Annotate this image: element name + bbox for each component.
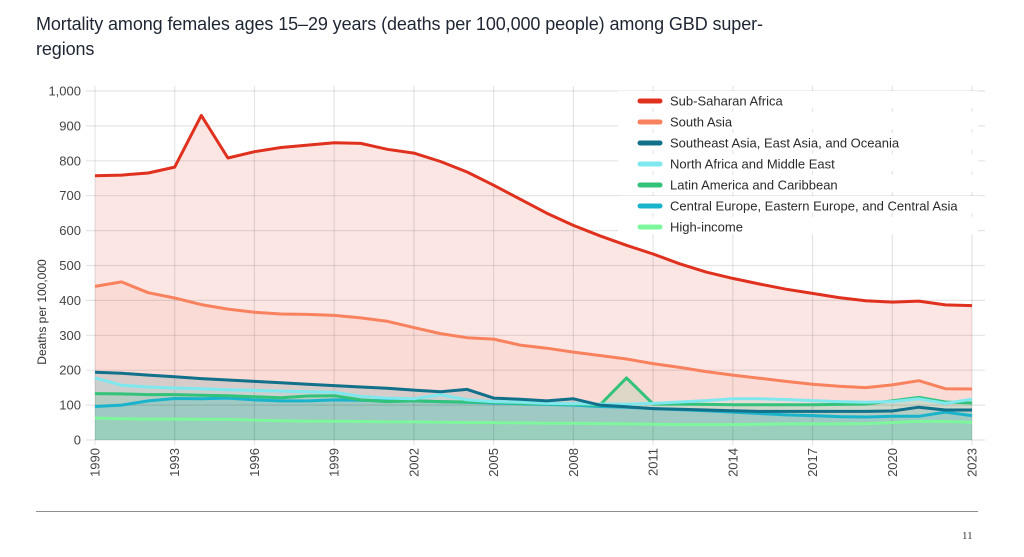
x-tick-label: 1999	[327, 448, 342, 477]
x-tick-label: 1996	[247, 448, 262, 477]
legend-label: North Africa and Middle East	[670, 157, 835, 172]
legend-label: Sub-Saharan Africa	[670, 94, 784, 109]
x-tick-label: 2023	[965, 448, 980, 477]
x-tick-label: 2008	[566, 448, 581, 477]
y-tick-label: 400	[59, 293, 81, 308]
legend-label: South Asia	[670, 115, 733, 130]
y-axis-ticks: 0 100 200 300 400 500 600 700 800 900 1,000	[48, 84, 81, 448]
legend-bg	[618, 175, 978, 192]
legend-label: Latin America and Caribbean	[670, 178, 838, 193]
area-0	[95, 115, 972, 441]
legend-label: High-income	[670, 220, 743, 235]
x-tick-label: 2002	[406, 448, 421, 477]
x-tick-label: 2017	[805, 448, 820, 477]
x-tick-label: 2014	[725, 448, 740, 477]
series-line-6	[94, 416, 973, 427]
y-tick-label: 600	[59, 223, 81, 238]
series-lines	[94, 113, 973, 427]
page-number: 11	[962, 530, 973, 542]
x-tick-label: 2005	[486, 448, 501, 477]
series-line-0	[94, 113, 973, 308]
area-5	[95, 398, 972, 440]
y-tick-label: 1,000	[48, 84, 81, 99]
chart-title: Mortality among females ages 15–29 years…	[36, 14, 763, 59]
legend-label: Southeast Asia, East Asia, and Oceania	[670, 136, 900, 151]
series-line-3	[94, 376, 973, 406]
footer-divider	[36, 511, 978, 512]
legend-label: Central Europe, Eastern Europe, and Cent…	[670, 199, 958, 214]
legend-bg	[618, 217, 978, 234]
legend-bg	[618, 112, 978, 129]
series-line-1	[94, 280, 973, 391]
y-tick-label: 900	[59, 118, 81, 133]
y-tick-label: 200	[59, 363, 81, 378]
y-tick-label: 800	[59, 153, 81, 168]
y-tick-label: 0	[74, 433, 81, 448]
x-axis-ticks: 1990 1993 1996 1999 2002 2005 2008 2011 2014 2017…	[88, 448, 980, 477]
legend-bg	[618, 154, 978, 171]
series-line-2	[94, 370, 972, 413]
x-tick-label: 1990	[88, 448, 103, 477]
legend-bg	[618, 91, 978, 108]
legend: Sub-Saharan Africa South Asia Southeast As…	[618, 91, 978, 235]
legend-bg	[618, 196, 978, 213]
y-tick-label: 300	[59, 328, 81, 343]
y-axis-label: Deaths per 100,000	[35, 259, 49, 365]
y-tick-label: 500	[59, 258, 81, 273]
x-tick-label: 2020	[885, 448, 900, 477]
area-6	[95, 418, 972, 440]
x-tick-label: 1993	[167, 448, 182, 477]
y-tick-label: 100	[59, 398, 81, 413]
y-tick-label: 700	[59, 188, 81, 203]
x-tick-label: 2011	[646, 448, 661, 476]
legend-bg	[618, 133, 978, 150]
